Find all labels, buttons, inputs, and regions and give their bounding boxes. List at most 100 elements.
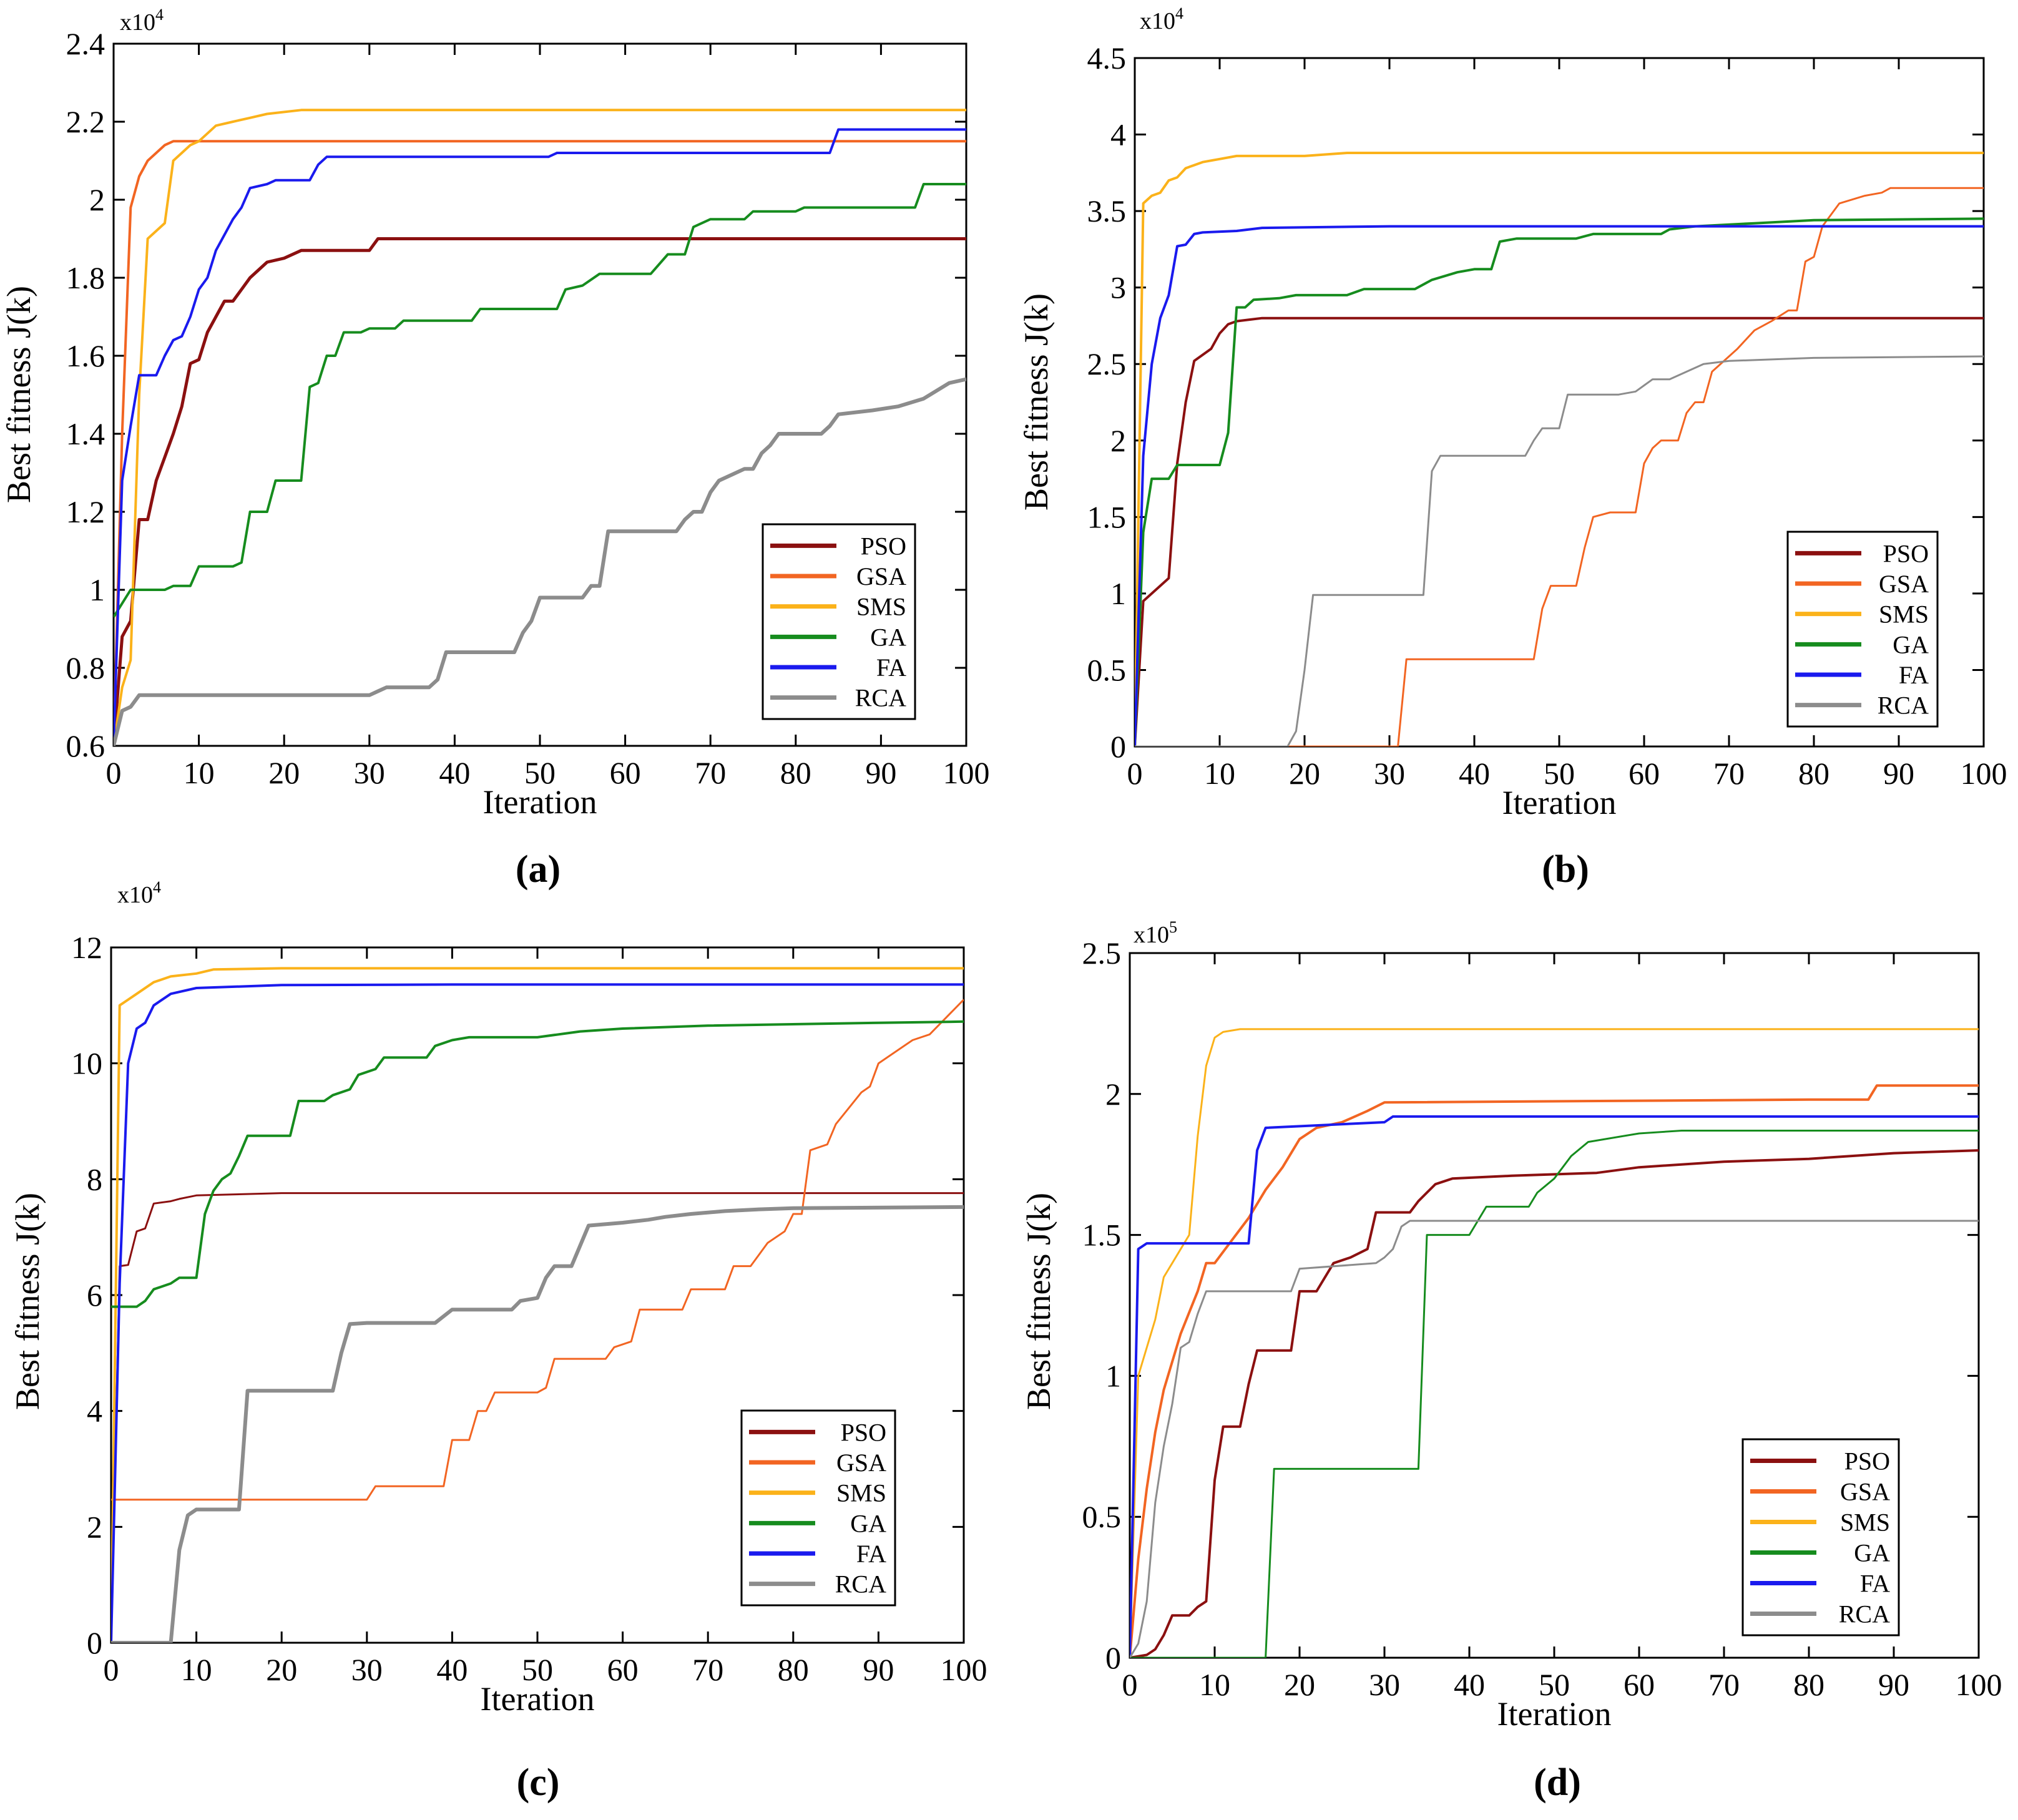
legend-label: SMS: [1879, 600, 1929, 629]
x-tick-label: 20: [1284, 1667, 1315, 1702]
y-tick-label: 2.5: [1082, 936, 1122, 971]
y-tick-label: 12: [71, 930, 102, 965]
legend-label: RCA: [1839, 1600, 1890, 1628]
series-group: [114, 109, 966, 746]
y-axis-label: Best fitness J(k): [1020, 1193, 1057, 1410]
series-line-fa: [1135, 225, 1984, 746]
x-tick-label: 60: [610, 755, 641, 790]
y-tick-label: 1.5: [1082, 1218, 1122, 1253]
series-line-sms: [114, 109, 966, 746]
series-line-fa: [111, 983, 964, 1643]
legend-label: GA: [870, 623, 906, 651]
x-tick-label: 0: [1122, 1667, 1138, 1702]
chart-panel-2: 0 10 20 30 40 50 60 70 80 90 100 0 0.5 1 1.5 2 2.5 3 3.5 4 4…: [1017, 4, 2007, 891]
x-tick-label: 100: [1961, 756, 2007, 791]
multiplier-exponent: 5: [1169, 918, 1177, 936]
y-tick-label: 2.4: [66, 26, 105, 61]
y-tick-label: 0.5: [1087, 652, 1127, 687]
x-tick-label: 100: [1956, 1667, 2002, 1702]
x-tick-label: 80: [1793, 1667, 1825, 1702]
x-tick-label: 70: [695, 755, 726, 790]
legend-label: PSO: [841, 1418, 886, 1446]
x-tick-label: 30: [354, 755, 385, 790]
series-line-sms: [1130, 1028, 1979, 1658]
series-line-pso: [114, 237, 966, 746]
series-line-gsa: [1135, 187, 1984, 746]
y-tick-label: 10: [71, 1046, 102, 1081]
axis-multiplier: x104: [1140, 4, 1183, 34]
x-tick-label: 100: [941, 1652, 987, 1687]
x-tick-label: 10: [184, 755, 215, 790]
axis-multiplier: x104: [117, 878, 161, 908]
legend-box: [1741, 1438, 1900, 1637]
series-line-gsa: [1130, 1084, 1979, 1658]
y-tick-label: 0: [87, 1625, 102, 1660]
x-tick-label: 40: [1454, 1667, 1485, 1702]
y-tick-label: 1: [89, 572, 105, 607]
series-group: [1135, 152, 1984, 746]
panel-label: (c): [517, 1761, 560, 1804]
y-axis-label: Best fitness J(k): [1017, 293, 1055, 511]
series-group: [1130, 1028, 1979, 1658]
x-tick-label: 0: [1127, 756, 1143, 791]
series-line-ga: [114, 183, 966, 618]
y-tick-label: 4: [87, 1394, 102, 1429]
series-group: [111, 967, 964, 1643]
x-tick-label: 60: [1629, 756, 1660, 791]
legend-label: GSA: [836, 1449, 886, 1477]
legend-label: FA: [856, 1540, 886, 1568]
series-line-pso: [111, 1192, 964, 1643]
legend-box: [1786, 531, 1939, 728]
legend-label: FA: [876, 653, 906, 682]
legend-label: GA: [850, 1509, 886, 1537]
legend-label: GSA: [1840, 1478, 1890, 1506]
x-tick-label: 30: [351, 1652, 383, 1687]
x-tick-label: 40: [1459, 756, 1490, 791]
x-tick-label: 40: [439, 755, 470, 790]
series-line-gsa: [111, 999, 964, 1501]
y-tick-label: 3: [1110, 270, 1126, 305]
x-tick-label: 80: [780, 755, 811, 790]
x-tick-label: 30: [1369, 1667, 1400, 1702]
panel-label: (a): [516, 848, 561, 891]
x-tick-label: 20: [1289, 756, 1320, 791]
x-tick-label: 50: [1539, 1667, 1570, 1702]
x-tick-label: 70: [692, 1652, 723, 1687]
legend-label: FA: [1899, 661, 1929, 689]
x-tick-label: 40: [436, 1652, 468, 1687]
series-line-gsa: [114, 140, 966, 746]
legend-label: SMS: [1840, 1509, 1890, 1537]
x-axis-label: Iteration: [1502, 784, 1617, 821]
multiplier-base: x10: [120, 9, 155, 36]
series-line-rca: [111, 1205, 964, 1643]
series-line-rca: [114, 377, 966, 746]
x-axis-label: Iteration: [1497, 1695, 1612, 1733]
x-tick-label: 20: [266, 1652, 297, 1687]
legend-label: GSA: [1879, 570, 1929, 598]
y-tick-label: 4: [1110, 117, 1126, 152]
series-line-rca: [1130, 1220, 1979, 1658]
series-line-ga: [1135, 217, 1984, 746]
x-tick-label: 50: [522, 1652, 553, 1687]
x-tick-label: 0: [106, 755, 122, 790]
legend-label: FA: [1860, 1570, 1890, 1598]
axis-multiplier: x105: [1134, 918, 1177, 948]
legend-label: RCA: [835, 1570, 886, 1598]
panel-label: (d): [1534, 1761, 1581, 1804]
y-tick-label: 2: [1110, 423, 1126, 458]
y-tick-label: 1.4: [66, 416, 105, 451]
x-tick-label: 0: [104, 1652, 119, 1687]
y-tick-label: 0.5: [1082, 1499, 1122, 1534]
series-line-sms: [1135, 152, 1984, 746]
multiplier-exponent: 4: [155, 6, 164, 24]
x-tick-label: 30: [1374, 756, 1405, 791]
x-tick-label: 80: [778, 1652, 809, 1687]
chart-panel-4: 0 10 20 30 40 50 60 70 80 90 100 0 0.5 1 1.5 2 2.5 x105 It…: [1020, 918, 2002, 1804]
x-tick-label: 20: [268, 755, 300, 790]
legend-label: GSA: [856, 562, 906, 590]
legend-label: GA: [1893, 630, 1929, 658]
x-tick-label: 10: [1204, 756, 1235, 791]
